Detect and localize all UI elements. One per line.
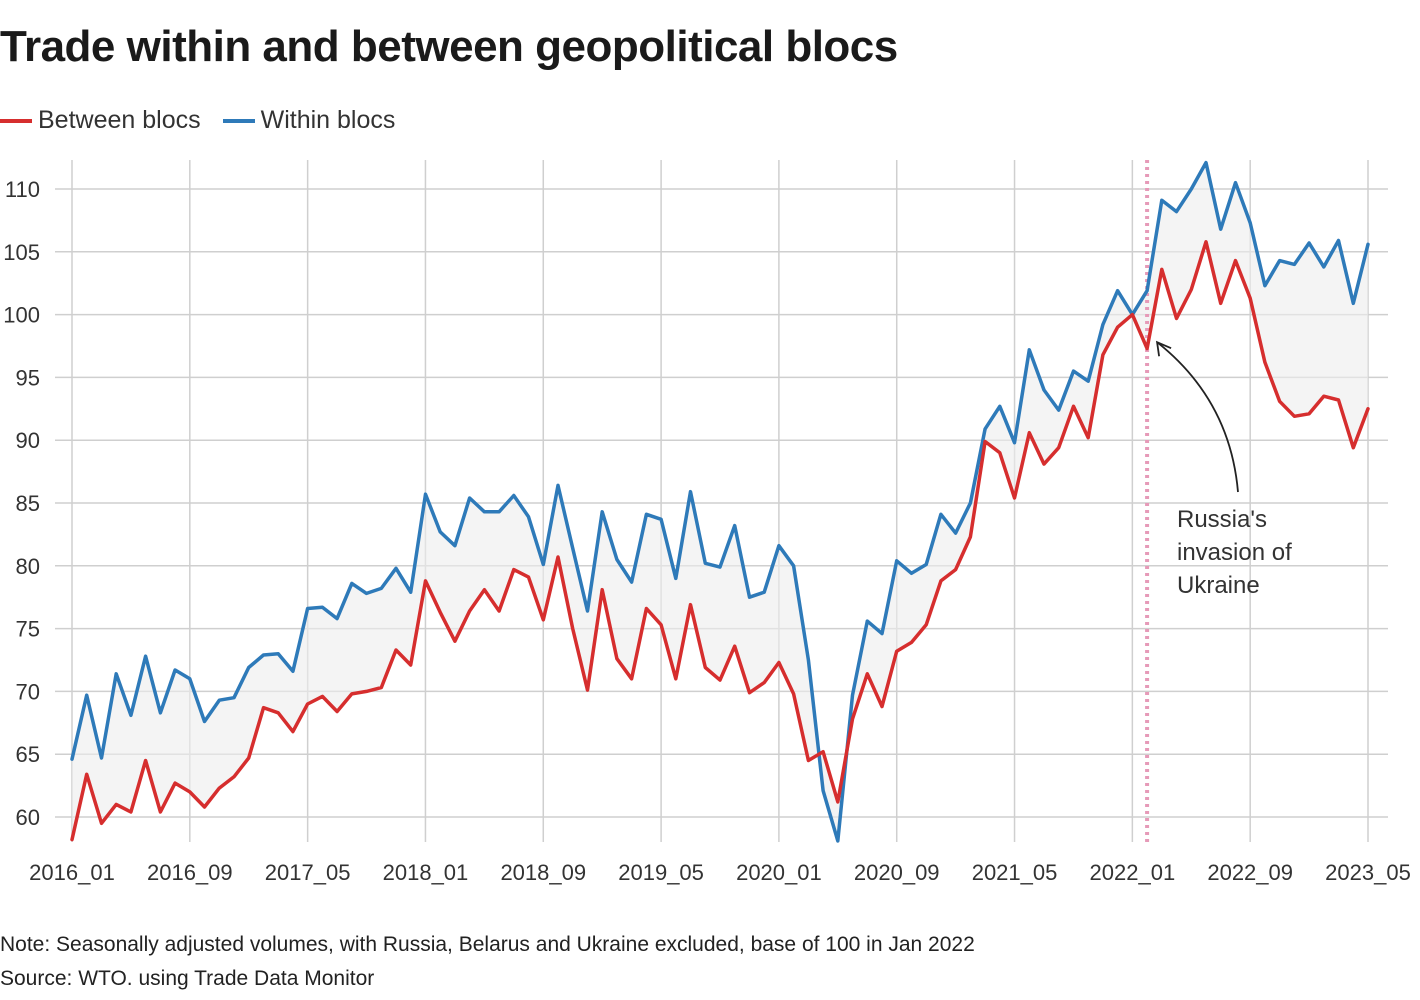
annotation-text-line: Ukraine [1177, 572, 1260, 599]
x-tick-label: 2022_01 [1090, 860, 1176, 885]
x-tick-label: 2018_09 [500, 860, 586, 885]
y-tick-label: 90 [16, 428, 40, 453]
gap-band [72, 162, 1368, 841]
x-tick-label: 2020_09 [854, 860, 940, 885]
y-tick-label: 70 [16, 679, 40, 704]
x-tick-label: 2020_01 [736, 860, 822, 885]
x-tick-label: 2016_01 [29, 860, 115, 885]
legend-swatch-within [222, 118, 255, 123]
legend-label-between: Between blocs [38, 106, 201, 134]
chart-note: Note: Seasonally adjusted volumes, with … [0, 933, 975, 956]
legend-item-between: Between blocs [0, 106, 201, 135]
annotation-arrow [1156, 341, 1239, 493]
chart-source: Source: WTO. using Trade Data Monitor [0, 967, 375, 990]
legend-label-within: Within blocs [260, 106, 396, 134]
y-tick-label: 85 [16, 491, 40, 516]
x-tick-label: 2018_01 [383, 860, 469, 885]
series-line-within-blocs [70, 160, 1370, 843]
legend-item-within: Within blocs [222, 106, 396, 135]
chart-title: Trade within and between geopolitical bl… [0, 22, 898, 71]
y-tick-label: 110 [5, 177, 40, 202]
y-tick-label: 75 [16, 617, 40, 642]
y-tick-label: 65 [16, 742, 40, 767]
y-tick-label: 60 [16, 805, 40, 830]
y-tick-label: 95 [16, 365, 40, 390]
x-tick-label: 2022_09 [1207, 860, 1293, 885]
line-chart: 60 65 70 75 80 85 90 95 100 105 110 2016_01 2016_09 2… [3, 160, 1411, 885]
y-tick-label: 100 [3, 303, 40, 328]
y-tick-label: 80 [16, 554, 40, 579]
series-line-between-blocs [70, 240, 1370, 842]
legend: Between blocs Within blocs [0, 106, 417, 135]
x-tick-label: 2017_05 [265, 860, 351, 885]
annotation-text-line: invasion of [1177, 539, 1292, 566]
x-tick-label: 2023_05 [1325, 860, 1411, 885]
x-tick-label: 2021_05 [972, 860, 1058, 885]
x-tick-label: 2019_05 [618, 860, 704, 885]
x-tick-label: 2016_09 [147, 860, 233, 885]
legend-swatch-between [0, 118, 32, 123]
annotation-arrowhead [1155, 340, 1172, 357]
y-tick-label: 105 [3, 240, 40, 265]
annotation-text-line: Russia's [1177, 506, 1267, 533]
